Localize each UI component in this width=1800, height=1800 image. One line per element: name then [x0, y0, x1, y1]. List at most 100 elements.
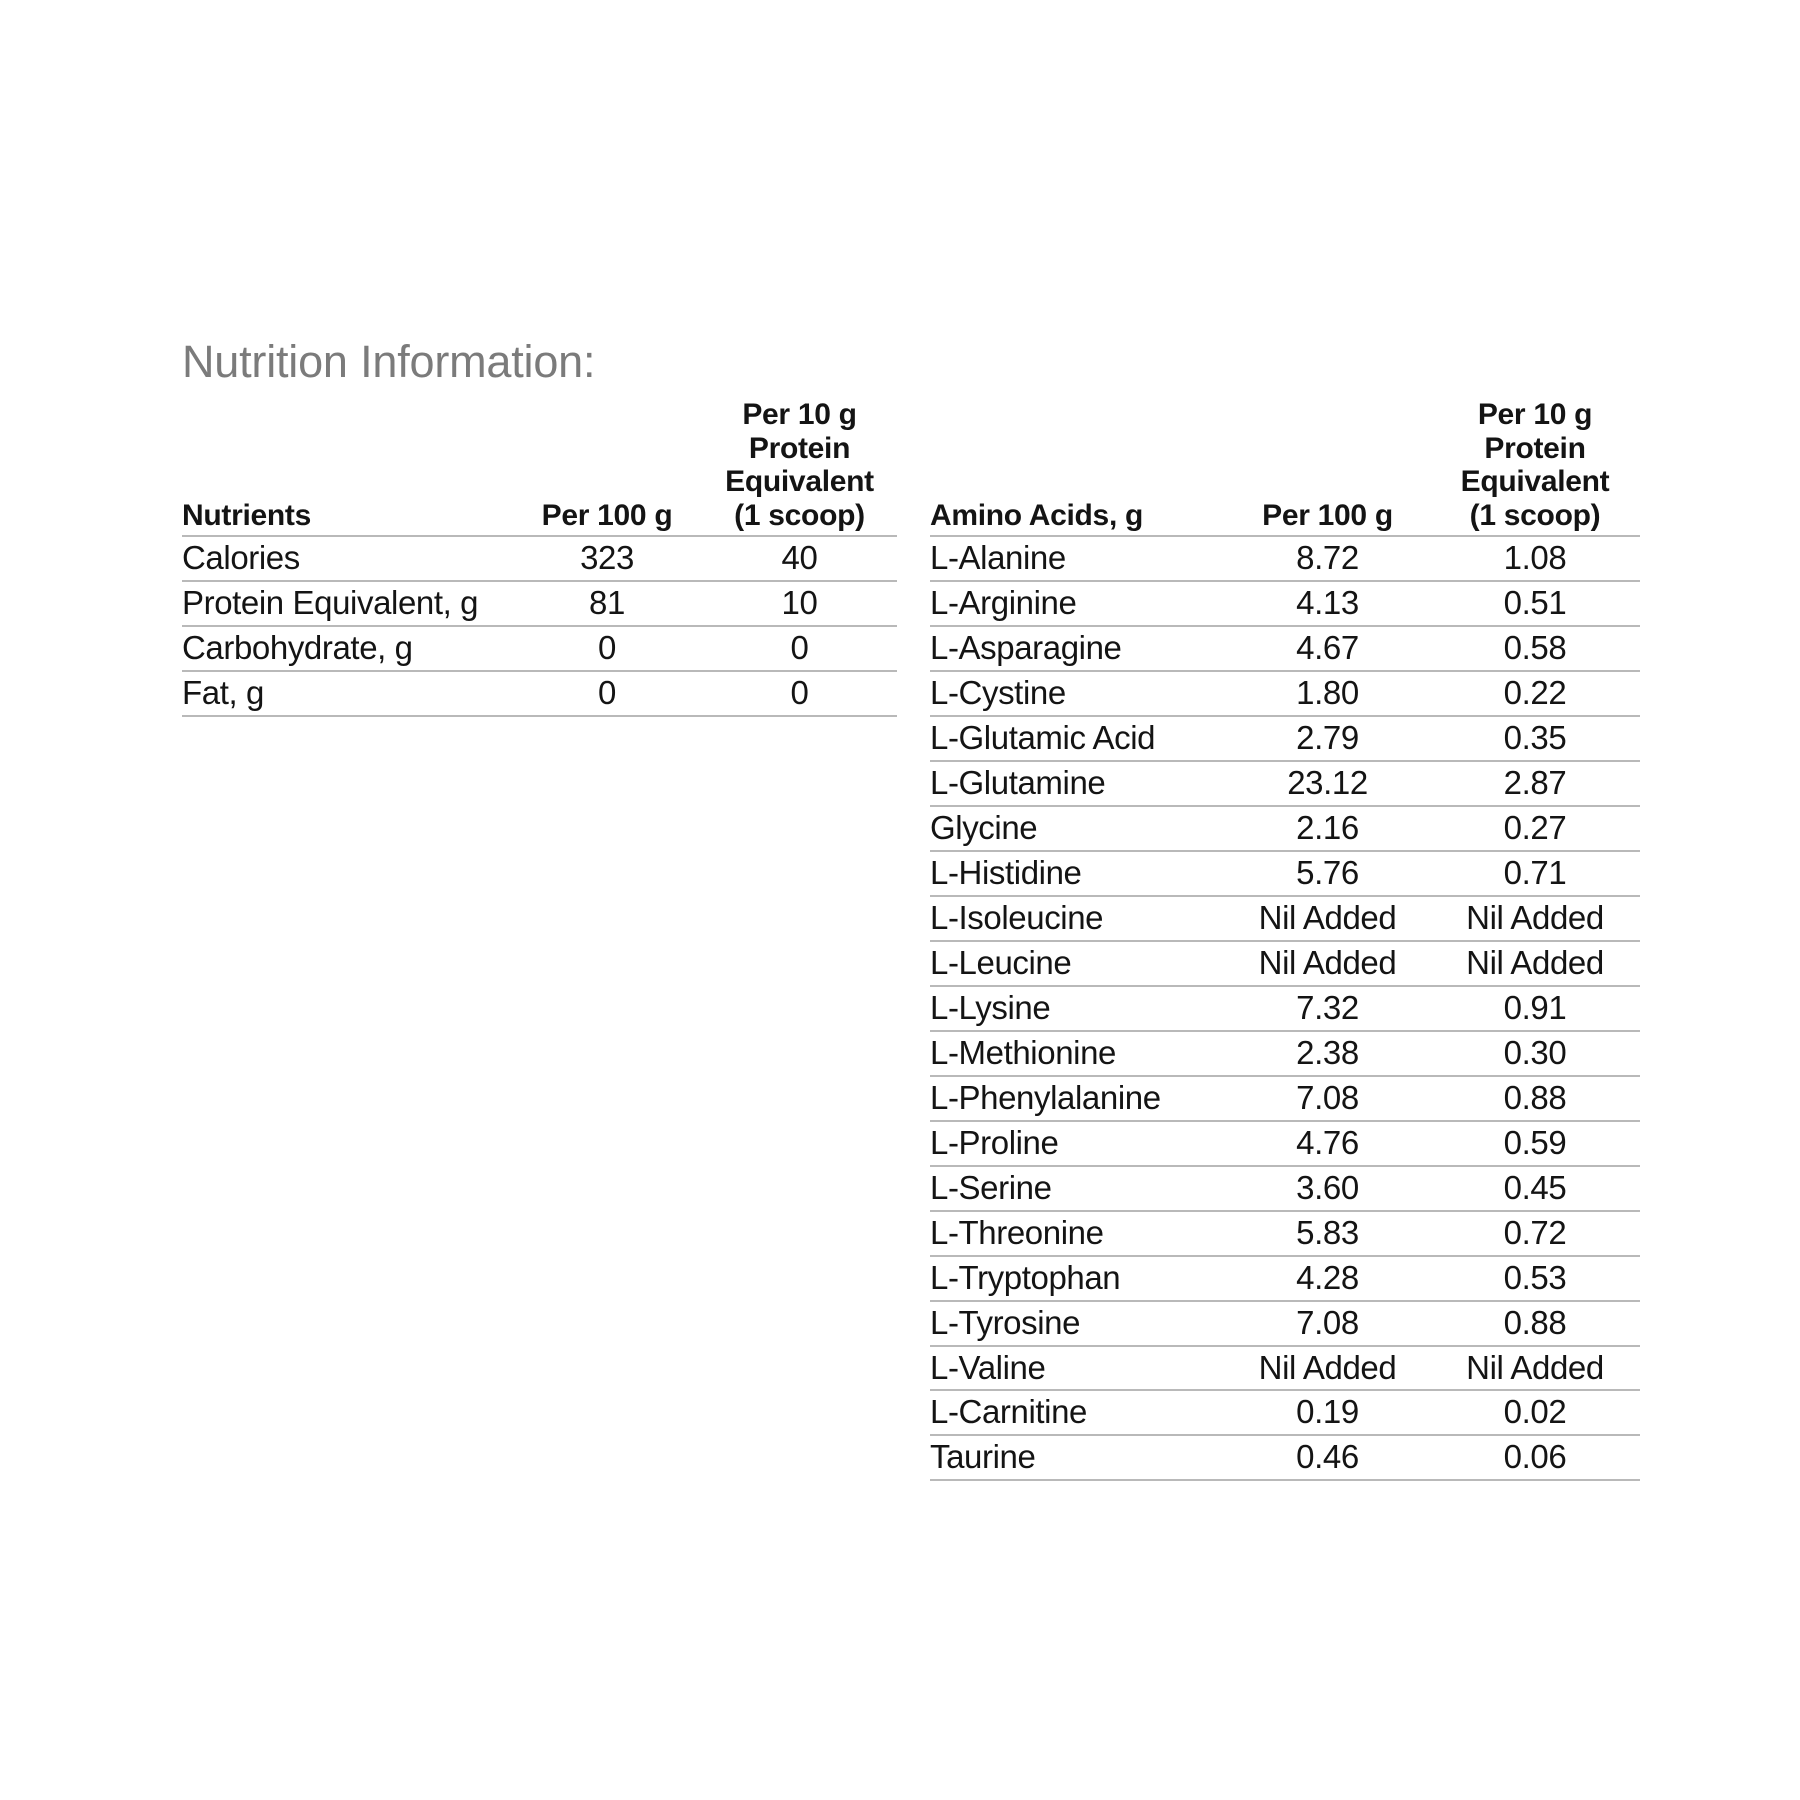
amino-acids-table: Amino Acids, g Per 100 g Per 10 g Protei…	[930, 398, 1640, 1482]
amino-acid-row-per-100g: 23.12	[1225, 761, 1430, 808]
amino-acid-row-per-scoop: Nil Added	[1430, 896, 1640, 942]
amino-acid-row-per-100g: 4.28	[1225, 1255, 1430, 1302]
table-row: L-Methionine 2.38 0.30	[930, 1030, 1640, 1077]
amino-acid-row-per-100g: 8.72	[1225, 536, 1430, 583]
amino-acid-row-per-100g: Nil Added	[1225, 896, 1430, 942]
amino-acid-row-per-scoop: 0.88	[1430, 1300, 1640, 1347]
table-row: L-Carnitine 0.19 0.02	[930, 1390, 1640, 1437]
amino-acid-row-label: L-Isoleucine	[930, 896, 1225, 942]
table-row: L-Phenylalanine 7.08 0.88	[930, 1075, 1640, 1122]
nutrients-header-per-scoop-line2: Equivalent	[725, 465, 874, 499]
nutrient-row-per-scoop: 0	[702, 671, 897, 718]
table-row: Protein Equivalent, g 81 10	[182, 581, 897, 628]
table-row: L-Glutamic Acid 2.79 0.35	[930, 716, 1640, 763]
nutrients-table-body: Calories 323 40 Protein Equivalent, g 81 10 Ca…	[182, 536, 897, 718]
amino-acids-header-per-scoop: Per 10 g Protein Equivalent (1 scoop)	[1430, 398, 1640, 538]
amino-acid-row-label: L-Arginine	[930, 581, 1225, 628]
amino-acid-row-per-100g: Nil Added	[1225, 1345, 1430, 1392]
amino-acid-row-per-100g: Nil Added	[1225, 940, 1430, 987]
amino-acid-row-label: L-Threonine	[930, 1210, 1225, 1257]
nutrients-table: Nutrients Per 100 g Per 10 g Protein Equ…	[182, 398, 897, 718]
table-row: Glycine 2.16 0.27	[930, 806, 1640, 853]
nutrient-row-per-scoop: 10	[702, 581, 897, 628]
table-row: L-Valine Nil Added Nil Added	[930, 1345, 1640, 1392]
amino-acid-row-label: L-Tyrosine	[930, 1300, 1225, 1347]
nutrient-row-per-scoop: 40	[702, 536, 897, 583]
amino-acid-row-label: L-Histidine	[930, 851, 1225, 897]
nutrients-header-name: Nutrients	[182, 398, 512, 538]
table-row: L-Leucine Nil Added Nil Added	[930, 940, 1640, 987]
table-row: L-Threonine 5.83 0.72	[930, 1210, 1640, 1257]
amino-acid-row-per-100g: 4.67	[1225, 626, 1430, 673]
amino-acids-header-per-scoop-line1: Per 10 g	[1477, 398, 1593, 431]
table-row: L-Isoleucine Nil Added Nil Added	[930, 896, 1640, 942]
amino-acid-row-per-scoop: 0.88	[1430, 1075, 1640, 1122]
amino-acid-row-label: L-Cystine	[930, 671, 1225, 718]
nutrients-header-per-scoop-line1: Per 10 g Protein	[742, 398, 857, 465]
amino-acid-row-label: Taurine	[930, 1435, 1225, 1482]
amino-acid-row-label: L-Lysine	[930, 985, 1225, 1032]
amino-acid-row-per-scoop: Nil Added	[1430, 1345, 1640, 1392]
amino-acid-row-per-100g: 7.08	[1225, 1300, 1430, 1347]
amino-acid-row-per-scoop: 0.22	[1430, 671, 1640, 718]
amino-acids-table-body: L-Alanine 8.72 1.08 L-Arginine 4.13 0.51 L-Asp…	[930, 536, 1640, 1482]
amino-acid-row-per-scoop: 0.72	[1430, 1210, 1640, 1257]
nutrient-row-per-100g: 323	[512, 536, 702, 583]
amino-acid-row-per-100g: 2.79	[1225, 716, 1430, 763]
table-row: Taurine 0.46 0.06	[930, 1435, 1640, 1482]
amino-acid-row-label: Glycine	[930, 806, 1225, 853]
amino-acid-row-per-100g: 5.76	[1225, 851, 1430, 897]
nutrients-table-container: Nutrients Per 100 g Per 10 g Protein Equ…	[182, 398, 897, 718]
amino-acid-row-per-100g: 3.60	[1225, 1165, 1430, 1212]
amino-acid-row-per-scoop: Nil Added	[1430, 940, 1640, 987]
amino-acid-row-label: L-Serine	[930, 1165, 1225, 1212]
nutrients-header-per-scoop: Per 10 g Protein Equivalent (1 scoop)	[702, 398, 897, 538]
amino-acids-table-container: Amino Acids, g Per 100 g Per 10 g Protei…	[930, 398, 1640, 1482]
nutrient-row-label: Fat, g	[182, 671, 512, 718]
amino-acids-header-per-scoop-line2: Protein Equivalent	[1460, 431, 1610, 499]
table-row: L-Glutamine 23.12 2.87	[930, 761, 1640, 808]
amino-acid-row-per-scoop: 0.27	[1430, 806, 1640, 853]
nutrients-header-row: Nutrients Per 100 g Per 10 g Protein Equ…	[182, 398, 897, 538]
amino-acids-header-name: Amino Acids, g	[930, 398, 1225, 538]
amino-acid-row-per-scoop: 2.87	[1430, 761, 1640, 808]
amino-acid-row-per-100g: 2.16	[1225, 806, 1430, 853]
table-row: Calories 323 40	[182, 536, 897, 583]
amino-acid-row-per-100g: 7.32	[1225, 985, 1430, 1032]
amino-acid-row-label: L-Glutamine	[930, 761, 1225, 808]
table-row: L-Proline 4.76 0.59	[930, 1120, 1640, 1167]
amino-acid-row-per-scoop: 0.59	[1430, 1120, 1640, 1167]
amino-acid-row-per-scoop: 0.45	[1430, 1165, 1640, 1212]
table-row: L-Tryptophan 4.28 0.53	[930, 1255, 1640, 1302]
nutrients-header-per-scoop-line3: (1 scoop)	[734, 498, 865, 532]
amino-acid-row-label: L-Leucine	[930, 940, 1225, 987]
table-row: L-Alanine 8.72 1.08	[930, 536, 1640, 583]
amino-acid-row-per-scoop: 0.91	[1430, 985, 1640, 1032]
amino-acid-row-label: L-Alanine	[930, 536, 1225, 583]
table-row: L-Histidine 5.76 0.71	[930, 851, 1640, 897]
amino-acid-row-label: L-Methionine	[930, 1030, 1225, 1077]
amino-acid-row-per-scoop: 0.35	[1430, 716, 1640, 763]
amino-acid-row-per-100g: 1.80	[1225, 671, 1430, 718]
table-row: L-Tyrosine 7.08 0.88	[930, 1300, 1640, 1347]
amino-acid-row-per-100g: 0.46	[1225, 1435, 1430, 1482]
amino-acid-row-per-100g: 0.19	[1225, 1390, 1430, 1437]
amino-acid-row-label: L-Phenylalanine	[930, 1075, 1225, 1122]
nutrient-row-per-100g: 0	[512, 671, 702, 718]
amino-acid-row-per-scoop: 1.08	[1430, 536, 1640, 583]
amino-acid-row-per-scoop: 0.53	[1430, 1255, 1640, 1302]
amino-acid-row-per-100g: 7.08	[1225, 1075, 1430, 1122]
nutrients-table-head: Nutrients Per 100 g Per 10 g Protein Equ…	[182, 398, 897, 538]
amino-acid-row-label: L-Proline	[930, 1120, 1225, 1167]
amino-acid-row-per-scoop: 0.06	[1430, 1435, 1640, 1482]
nutrient-row-per-100g: 0	[512, 626, 702, 673]
nutrient-row-label: Calories	[182, 536, 512, 583]
table-row: L-Serine 3.60 0.45	[930, 1165, 1640, 1212]
amino-acids-table-head: Amino Acids, g Per 100 g Per 10 g Protei…	[930, 398, 1640, 538]
amino-acid-row-per-100g: 5.83	[1225, 1210, 1430, 1257]
amino-acid-row-per-scoop: 0.58	[1430, 626, 1640, 673]
amino-acid-row-per-scoop: 0.51	[1430, 581, 1640, 628]
nutrient-row-label: Carbohydrate, g	[182, 626, 512, 673]
